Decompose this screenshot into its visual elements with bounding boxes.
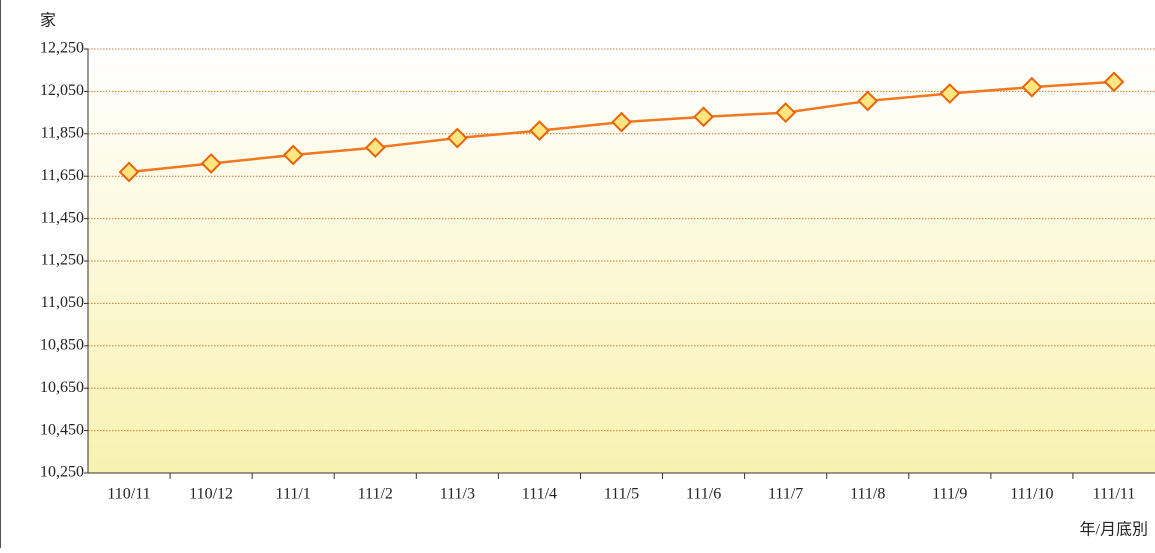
x-tick-label: 111/11 <box>1093 486 1136 503</box>
x-tick-label: 111/9 <box>932 486 967 503</box>
x-tick-label: 111/2 <box>358 486 393 503</box>
x-tick-label: 111/5 <box>604 486 639 503</box>
y-tick-label: 10,250 <box>40 464 84 481</box>
x-tick-label: 111/6 <box>686 486 721 503</box>
y-tick-label: 10,650 <box>40 379 84 396</box>
x-tick-label: 111/10 <box>1010 486 1053 503</box>
data-point <box>200 153 222 174</box>
y-tick-label: 11,650 <box>41 167 84 184</box>
data-point <box>1021 76 1043 98</box>
x-axis-label: 年/月底別 <box>1080 521 1148 539</box>
data-point <box>775 102 797 124</box>
y-unit-label: 家 <box>40 12 56 30</box>
data-point <box>118 161 140 183</box>
data-point <box>282 144 304 166</box>
y-tick-label: 11,250 <box>41 252 84 269</box>
data-point <box>529 120 550 142</box>
data-point <box>939 83 961 104</box>
x-tick-label: 111/4 <box>522 486 557 503</box>
data-point <box>446 127 468 149</box>
y-tick-label: 11,450 <box>41 209 84 226</box>
y-tick-label: 11,050 <box>41 294 84 311</box>
y-tick-label: 10,450 <box>40 421 84 438</box>
data-point <box>693 106 714 128</box>
x-tick-label: 111/1 <box>276 486 311 503</box>
y-tick-label: 10,850 <box>40 336 84 353</box>
x-tick-label: 110/11 <box>107 486 150 503</box>
x-tick-label: 110/12 <box>189 486 233 503</box>
data-point <box>611 111 632 133</box>
y-tick-label: 12,050 <box>40 82 84 99</box>
data-point <box>1103 71 1125 93</box>
data-point <box>857 90 879 112</box>
y-tick-label: 12,250 <box>40 40 84 57</box>
x-tick-label: 111/3 <box>440 486 475 503</box>
x-tick-label: 111/8 <box>850 486 885 503</box>
data-point <box>364 137 386 158</box>
y-tick-label: 11,850 <box>41 124 84 141</box>
x-tick-label: 111/7 <box>768 486 803 503</box>
